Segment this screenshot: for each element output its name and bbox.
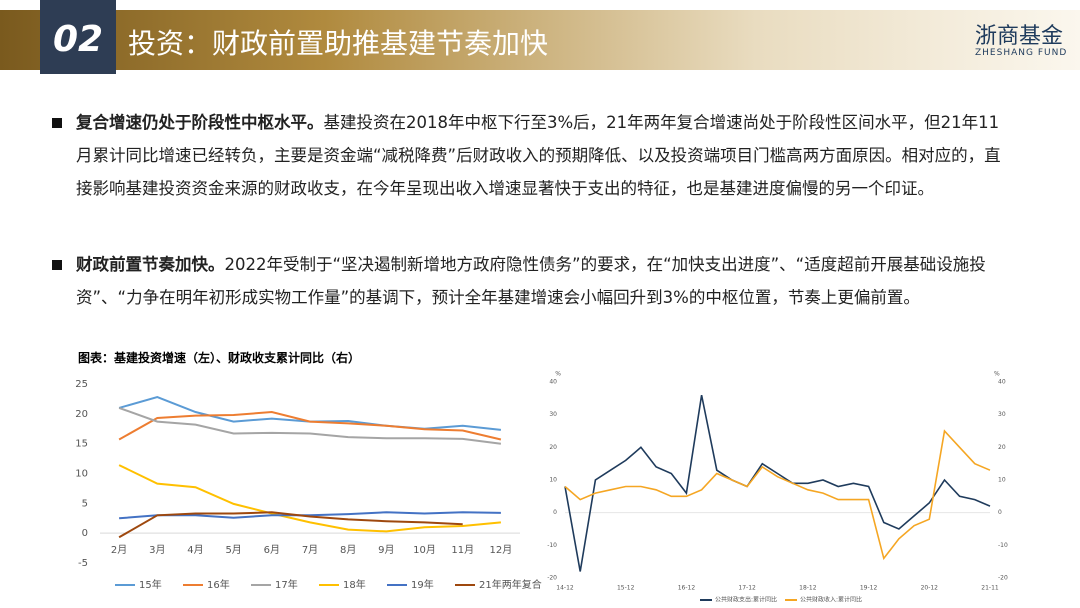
legend-label: 16年 [207, 578, 230, 591]
x-tick-label: 2月 [111, 544, 127, 556]
y2-tick-label: 0 [998, 509, 1002, 516]
bullet: 财政前置节奏加快。2022年受制于“坚决遏制新增地方政府隐性债务”的要求，在“加… [52, 248, 1002, 314]
x-tick-label: 5月 [225, 544, 241, 556]
y-tick-label: 10 [75, 469, 88, 480]
series-line [118, 396, 502, 431]
x-tick-label: 10月 [413, 544, 436, 556]
y-tick-label: 5 [82, 498, 88, 509]
y2-tick-label: -20 [998, 575, 1008, 582]
header-bar [0, 10, 1080, 70]
y-tick-label: -10 [547, 542, 557, 549]
y-tick-label: 0 [553, 509, 557, 516]
y2-tick-label: -10 [998, 542, 1008, 549]
legend-label: 21年两年复合 [479, 578, 542, 591]
legend-label: 18年 [343, 578, 366, 591]
y-tick-label: 30 [549, 411, 557, 418]
y2-tick-label: 40 [998, 379, 1006, 386]
logo: 浙商基金 [975, 24, 1064, 49]
y-tick-label: 0 [82, 528, 88, 539]
x-tick-label: 7月 [302, 544, 318, 556]
x-tick-label: 18-12 [799, 585, 817, 592]
series-line [118, 410, 502, 441]
x-tick-label: 16-12 [678, 585, 696, 592]
x-tick-label: 11月 [451, 544, 474, 556]
y2-tick-label: 30 [998, 411, 1006, 418]
series-line [564, 429, 991, 561]
figure-title: 图表：基建投资增速（左）、财政收支累计同比（右） [78, 351, 361, 365]
x-tick-label: 17-12 [738, 585, 756, 592]
legend-label: 17年 [275, 578, 298, 591]
bullet: 复合增速仍处于阶段性中枢水平。基建投资在2018年中枢下行至3%后，21年两年复… [52, 106, 1002, 205]
x-tick-label: 3月 [149, 544, 165, 556]
logo-en: ZHESHANG FUND [975, 48, 1068, 58]
legend-label: 公共财政收入:累计同比 [800, 596, 862, 604]
y-tick-label: 20 [75, 409, 88, 420]
x-tick-label: 4月 [187, 544, 203, 556]
section-number: 02 [40, 0, 116, 74]
series-line [118, 511, 463, 539]
legend-label: 19年 [411, 578, 434, 591]
y-tick-label: 10 [549, 477, 557, 484]
bullet-lead: 财政前置节奏加快。 [76, 255, 225, 274]
y-tick-label: 20 [549, 444, 557, 451]
y2-axis-label: % [994, 371, 1000, 378]
legend-label: 15年 [139, 578, 162, 591]
x-tick-label: 19-12 [860, 585, 878, 592]
y-tick-label: -20 [547, 575, 557, 582]
series-line [119, 511, 501, 520]
y2-tick-label: 10 [998, 477, 1006, 484]
x-tick-label: 20-12 [921, 585, 939, 592]
slide-title: 投资：财政前置助推基建节奏加快 [128, 27, 549, 60]
y-tick-label: 25 [75, 379, 88, 390]
x-tick-label: 15-12 [617, 585, 635, 592]
bullet-text: 基建投资在2018年中枢下行至3%后，21年两年复合增速尚处于阶段性区间水平，但… [76, 113, 1001, 198]
y-tick-label: -5 [78, 558, 88, 569]
bullet-lead: 复合增速仍处于阶段性中枢水平。 [76, 113, 324, 132]
x-tick-label: 21-11 [981, 585, 999, 592]
x-tick-label: 14-12 [556, 585, 574, 592]
series-line [564, 394, 991, 572]
legend-label: 公共财政支出:累计同比 [715, 596, 777, 604]
y-tick-label: 40 [549, 379, 557, 386]
y2-tick-label: 20 [998, 444, 1006, 451]
x-tick-label: 12月 [490, 544, 513, 556]
bullet-text: 2022年受制于“坚决遏制新增地方政府隐性债务”的要求，在“加快支出进度”、“适… [76, 255, 986, 307]
y-tick-label: 15 [75, 439, 88, 450]
x-tick-label: 9月 [378, 544, 394, 556]
x-tick-label: 6月 [264, 544, 280, 556]
y-axis-label: % [555, 371, 561, 378]
series-line [118, 406, 502, 445]
x-tick-label: 8月 [340, 544, 356, 556]
series-line [118, 464, 501, 533]
